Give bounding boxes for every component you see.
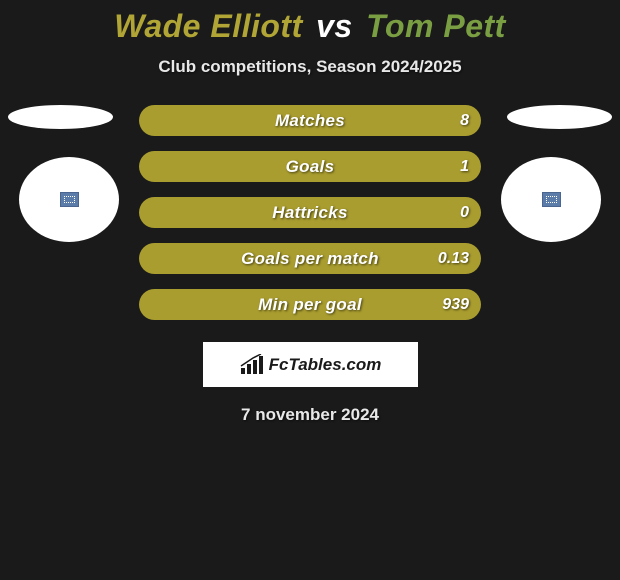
source-logo-box: FcTables.com [203,342,418,387]
stat-bar-min-per-goal: Min per goal 939 [139,289,481,320]
subtitle: Club competitions, Season 2024/2025 [0,57,620,77]
stat-bar-goals: Goals 1 [139,151,481,182]
player1-club-badge-ellipse [8,105,113,129]
stat-bar-hattricks: Hattricks 0 [139,197,481,228]
stat-value-right: 0 [460,204,469,222]
content-area: Matches 8 Goals 1 Hattricks 0 Goals per … [0,105,620,425]
stat-bar-goals-per-match: Goals per match 0.13 [139,243,481,274]
player1-avatar-circle [19,157,119,242]
stat-label: Min per goal [258,295,362,315]
player2-name: Tom Pett [366,8,506,44]
stat-value-right: 1 [460,158,469,176]
date-label: 7 november 2024 [0,405,620,425]
player2-placeholder-icon [542,192,561,207]
stat-label: Goals [286,157,335,177]
stat-value-right: 0.13 [438,250,469,268]
stat-label: Goals per match [241,249,379,269]
player1-name: Wade Elliott [114,8,303,44]
stat-bar-matches: Matches 8 [139,105,481,136]
player1-placeholder-icon [60,192,79,207]
stat-label: Hattricks [272,203,347,223]
player2-club-badge-ellipse [507,105,612,129]
stats-bars: Matches 8 Goals 1 Hattricks 0 Goals per … [139,105,481,320]
stat-value-right: 8 [460,112,469,130]
fctables-logo-text: FcTables.com [269,355,382,375]
stat-value-right: 939 [442,296,469,314]
fctables-chart-icon [239,354,265,376]
stat-label: Matches [275,111,345,131]
comparison-title: Wade Elliott vs Tom Pett [0,8,620,45]
player2-avatar-circle [501,157,601,242]
vs-separator: vs [316,8,353,44]
